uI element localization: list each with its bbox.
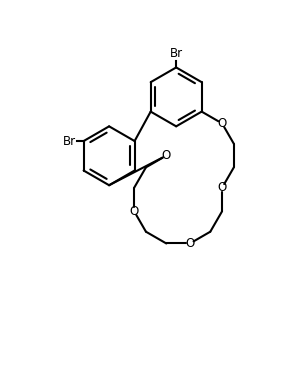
Text: O: O <box>218 181 227 194</box>
Text: O: O <box>130 205 139 218</box>
Text: O: O <box>185 237 194 250</box>
Text: Br: Br <box>63 135 76 147</box>
Text: O: O <box>218 117 227 130</box>
Text: Br: Br <box>169 47 183 60</box>
Text: O: O <box>162 149 171 162</box>
